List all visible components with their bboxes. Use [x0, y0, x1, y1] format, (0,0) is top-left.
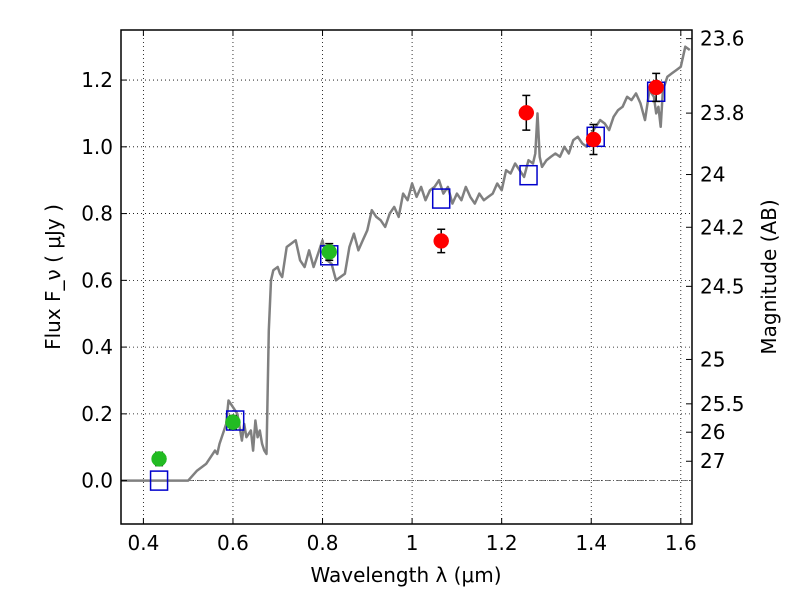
y-axis-ticks: 0.0 0.2 0.4 0.6 0.8 1.0 1.2	[81, 68, 127, 493]
grid-lines	[121, 30, 692, 524]
magnitude-tick-label: 24.2	[700, 215, 745, 239]
y-axis-label: Flux F_ν ( μJy )	[41, 204, 65, 350]
magnitude-tick-label: 24.5	[700, 274, 745, 298]
y-tick-label: 1.0	[81, 135, 113, 159]
green-observed-point	[151, 451, 167, 467]
y-tick-label: 0.8	[81, 202, 113, 226]
y-tick-label: 1.2	[81, 68, 113, 92]
magnitude-tick-label: 23.6	[700, 27, 745, 51]
model-spectrum-line	[121, 45, 691, 482]
x-axis-ticks: 0.4 0.6 0.8 1 1.2 1.4 1.6	[127, 30, 697, 555]
y-tick-label: 0.6	[81, 268, 113, 292]
magnitude-axis-label: Magnitude (AB)	[757, 199, 781, 354]
red-observed-point	[585, 131, 602, 148]
x-tick-label: 1.6	[665, 531, 697, 555]
x-tick-label: 1	[406, 531, 419, 555]
model-point-square	[149, 470, 169, 491]
magnitude-tick-label: 25	[700, 347, 725, 371]
red-observed-point	[518, 105, 535, 121]
y-tick-label: 0.2	[81, 402, 113, 426]
observed-points-red	[433, 72, 664, 254]
magnitude-axis-ticks: 23.6 23.8 24 24.2 24.5 25 25.5 26 27	[686, 27, 745, 473]
x-tick-label: 1.2	[486, 531, 518, 555]
observed-points-green	[151, 242, 337, 467]
magnitude-tick-label: 27	[700, 449, 725, 473]
y-tick-label: 0.4	[81, 335, 113, 359]
plot-frame	[120, 29, 693, 525]
model-photometry-points	[149, 81, 666, 491]
magnitude-tick-label: 23.8	[700, 101, 745, 125]
x-tick-label: 0.6	[217, 531, 249, 555]
red-observed-point	[433, 233, 449, 249]
model-point-square	[431, 188, 451, 209]
y-tick-label: 0.0	[81, 469, 113, 493]
magnitude-tick-label: 26	[700, 420, 725, 444]
x-tick-label: 1.4	[575, 531, 607, 555]
magnitude-tick-label: 25.5	[700, 392, 745, 416]
green-observed-point	[225, 414, 241, 430]
green-observed-point	[321, 244, 337, 260]
model-spectrum	[121, 45, 691, 482]
model-point-square	[519, 164, 538, 186]
x-tick-label: 0.4	[127, 531, 159, 555]
x-tick-label: 0.8	[307, 531, 339, 555]
x-axis-label: Wavelength λ (μm)	[310, 563, 501, 587]
magnitude-tick-label: 24	[700, 163, 725, 187]
red-observed-point	[648, 79, 664, 96]
